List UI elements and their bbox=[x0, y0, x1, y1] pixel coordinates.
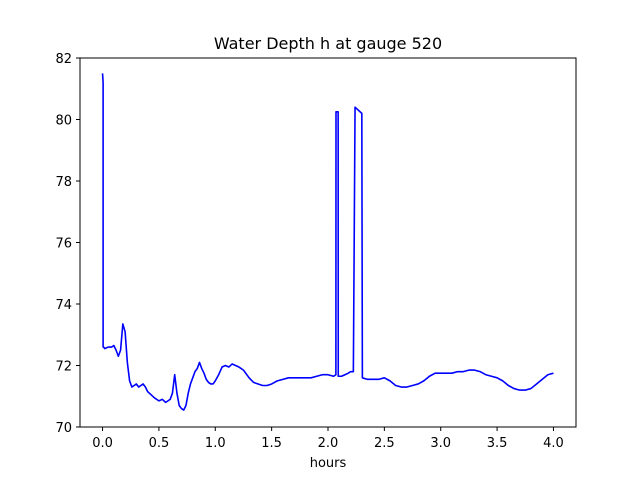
x-tick-label: 1.0 bbox=[205, 436, 226, 451]
y-tick-label: 82 bbox=[55, 52, 72, 67]
x-tick-label: 2.5 bbox=[374, 436, 395, 451]
x-axis-label: hours bbox=[310, 456, 347, 471]
y-tick-label: 80 bbox=[55, 114, 72, 129]
x-tick-label: 0.0 bbox=[92, 436, 113, 451]
y-tick-label: 76 bbox=[55, 237, 72, 252]
y-axis: 70 72 74 76 78 80 82 bbox=[55, 52, 80, 436]
x-tick-label: 2.0 bbox=[318, 436, 339, 451]
x-tick-label: 0.5 bbox=[149, 436, 170, 451]
y-tick-label: 72 bbox=[55, 360, 72, 375]
x-tick-label: 3.5 bbox=[487, 436, 508, 451]
series-line bbox=[101, 73, 554, 411]
y-tick-label: 74 bbox=[55, 298, 72, 313]
x-tick-label: 4.0 bbox=[543, 436, 564, 451]
x-axis: 0.0 0.5 1.0 1.5 2.0 2.5 3.0 3.5 4.0 bbox=[92, 427, 564, 451]
x-tick-label: 3.0 bbox=[430, 436, 451, 451]
x-tick-label: 1.5 bbox=[261, 436, 282, 451]
y-tick-label: 70 bbox=[55, 421, 72, 436]
series-layer bbox=[101, 73, 554, 411]
y-tick-label: 78 bbox=[55, 175, 72, 190]
chart-title: Water Depth h at gauge 520 bbox=[214, 34, 442, 53]
